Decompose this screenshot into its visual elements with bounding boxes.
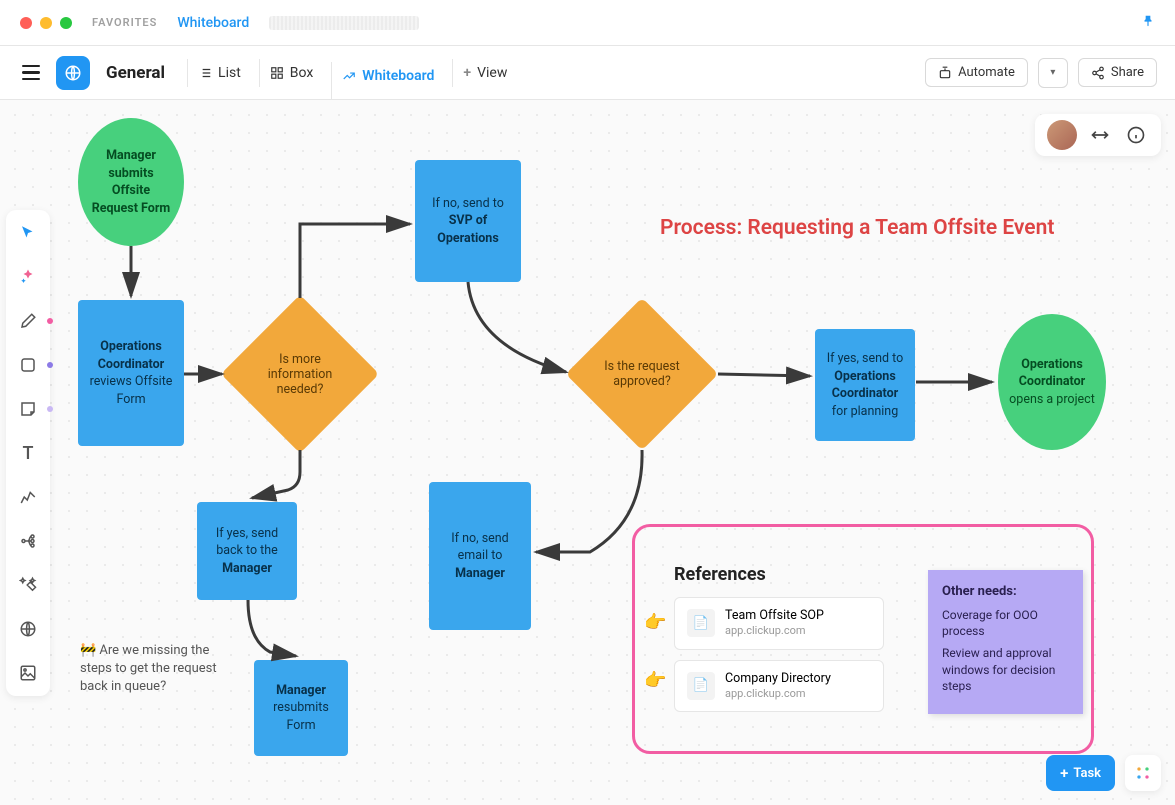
task-label: Task bbox=[1073, 766, 1101, 781]
node-more-info-text: Is more information needed? bbox=[244, 318, 356, 430]
node-svp[interactable]: If no, send to SVP of Operations bbox=[415, 160, 521, 282]
view-whiteboard[interactable]: Whiteboard bbox=[331, 62, 444, 102]
bottom-right-buttons: + Task bbox=[1046, 755, 1161, 791]
node-sb-l2: Manager bbox=[222, 561, 272, 576]
node-svp-l2: SVP of Operations bbox=[437, 213, 499, 246]
pointer-emoji-2: 👉 bbox=[644, 670, 666, 691]
node-op-l1: Operations Coordinator bbox=[1019, 357, 1086, 390]
node-em-l1: If no, send email to bbox=[451, 531, 508, 564]
node-pl-l2: Operations Coordinator bbox=[832, 369, 899, 402]
doc-icon: 📄 bbox=[687, 672, 715, 700]
doc-icon: 📄 bbox=[687, 609, 715, 637]
sticky-title: Other needs: bbox=[942, 584, 1069, 599]
reference-card[interactable]: 📄 Team Offsite SOPapp.clickup.com bbox=[674, 597, 884, 650]
cursor-tool-icon[interactable] bbox=[13, 218, 43, 248]
window-traffic-lights[interactable] bbox=[20, 17, 72, 29]
ai-tool-icon[interactable] bbox=[13, 262, 43, 292]
view-box[interactable]: Box bbox=[259, 59, 324, 87]
canvas-controls bbox=[1035, 114, 1161, 156]
pen-tool-icon[interactable] bbox=[13, 306, 43, 336]
node-send-back[interactable]: If yes, send back to the Manager bbox=[197, 502, 297, 600]
titlebar: FAVORITES Whiteboard bbox=[0, 0, 1175, 46]
workspace-icon[interactable] bbox=[56, 56, 90, 90]
image-tool-icon[interactable] bbox=[13, 658, 43, 688]
view-list-label: List bbox=[218, 65, 241, 81]
menu-toggle-icon[interactable] bbox=[18, 61, 44, 85]
comment-text[interactable]: 🚧 Are we missing the steps to get the re… bbox=[80, 642, 240, 697]
tab-whiteboard[interactable]: Whiteboard bbox=[177, 15, 249, 31]
node-more-info[interactable]: Is more information needed? bbox=[244, 318, 356, 430]
view-whiteboard-label: Whiteboard bbox=[362, 68, 434, 84]
node-start-text: Manager submits Offsite Request Form bbox=[88, 147, 174, 217]
fit-width-icon[interactable] bbox=[1087, 122, 1113, 148]
references-section: References 👉 📄 Team Offsite SOPapp.click… bbox=[674, 564, 884, 722]
node-start[interactable]: Manager submits Offsite Request Form bbox=[78, 118, 184, 246]
sticky-item: Review and approval windows for decision… bbox=[942, 645, 1069, 694]
node-review-b: Operations Coordinator bbox=[98, 339, 165, 372]
apps-button[interactable] bbox=[1125, 755, 1161, 791]
node-sb-l1: If yes, send back to the bbox=[216, 526, 278, 559]
node-svp-l1: If no, send to bbox=[432, 196, 504, 211]
share-button[interactable]: Share bbox=[1078, 58, 1157, 87]
pin-icon[interactable] bbox=[1141, 14, 1155, 32]
node-open-proj[interactable]: Operations Coordinator opens a project bbox=[998, 314, 1106, 450]
node-pl-l3: for planning bbox=[832, 404, 898, 419]
view-list[interactable]: List bbox=[187, 59, 251, 87]
sticky-item: Coverage for OOO process bbox=[942, 607, 1069, 639]
ref-sub-1: app.clickup.com bbox=[725, 687, 831, 701]
node-rs-l2: resubmits Form bbox=[273, 700, 329, 733]
magic-tool-icon[interactable] bbox=[13, 570, 43, 600]
web-tool-icon[interactable] bbox=[13, 614, 43, 644]
node-plan[interactable]: If yes, send to Operations Coordinator for… bbox=[815, 329, 915, 441]
sticky-tool-icon[interactable] bbox=[13, 394, 43, 424]
whiteboard-canvas[interactable]: T + Task Process: Requesting a Team Offs… bbox=[0, 100, 1175, 805]
share-label: Share bbox=[1111, 65, 1144, 80]
header: General List Box Whiteboard + View Autom… bbox=[0, 46, 1175, 100]
process-title[interactable]: Process: Requesting a Team Offsite Event bbox=[660, 216, 1054, 240]
node-review-t: reviews Offsite Form bbox=[90, 374, 173, 407]
node-op-l2: opens a project bbox=[1009, 392, 1095, 407]
connector-tool-icon[interactable] bbox=[13, 482, 43, 512]
node-review[interactable]: Operations Coordinatorreviews Offsite Fo… bbox=[78, 300, 184, 446]
references-title: References bbox=[674, 564, 884, 585]
user-avatar[interactable] bbox=[1047, 120, 1077, 150]
automate-label: Automate bbox=[958, 65, 1015, 80]
automate-button[interactable]: Automate bbox=[925, 58, 1028, 87]
add-task-button[interactable]: + Task bbox=[1046, 755, 1115, 791]
add-view[interactable]: + View bbox=[452, 59, 517, 87]
mindmap-tool-icon[interactable] bbox=[13, 526, 43, 556]
tab-blurred bbox=[269, 16, 419, 30]
automate-dropdown[interactable]: ▾ bbox=[1038, 58, 1068, 88]
ref-title-0: Team Offsite SOP bbox=[725, 608, 824, 624]
node-pl-l1: If yes, send to bbox=[827, 351, 904, 366]
reference-card[interactable]: 📄 Company Directoryapp.clickup.com bbox=[674, 660, 884, 713]
left-toolbar: T bbox=[6, 210, 50, 696]
node-resubmit[interactable]: Manager resubmits Form bbox=[254, 660, 348, 756]
node-rs-l1: Manager bbox=[276, 683, 326, 698]
node-approved-text: Is the request approved? bbox=[588, 320, 696, 428]
node-email-mgr[interactable]: If no, send email to Manager bbox=[429, 482, 531, 630]
view-box-label: Box bbox=[290, 65, 314, 81]
info-icon[interactable] bbox=[1123, 122, 1149, 148]
sticky-note[interactable]: Other needs: Coverage for OOO process Re… bbox=[928, 570, 1083, 714]
workspace-name[interactable]: General bbox=[106, 63, 165, 83]
add-view-label: View bbox=[477, 65, 507, 81]
pointer-emoji-1: 👉 bbox=[644, 612, 666, 633]
favorites-label: FAVORITES bbox=[92, 16, 157, 29]
ref-sub-0: app.clickup.com bbox=[725, 624, 824, 638]
shape-tool-icon[interactable] bbox=[13, 350, 43, 380]
ref-title-1: Company Directory bbox=[725, 671, 831, 687]
node-approved[interactable]: Is the request approved? bbox=[588, 320, 696, 428]
node-em-l2: Manager bbox=[455, 566, 505, 581]
text-tool-icon[interactable]: T bbox=[13, 438, 43, 468]
